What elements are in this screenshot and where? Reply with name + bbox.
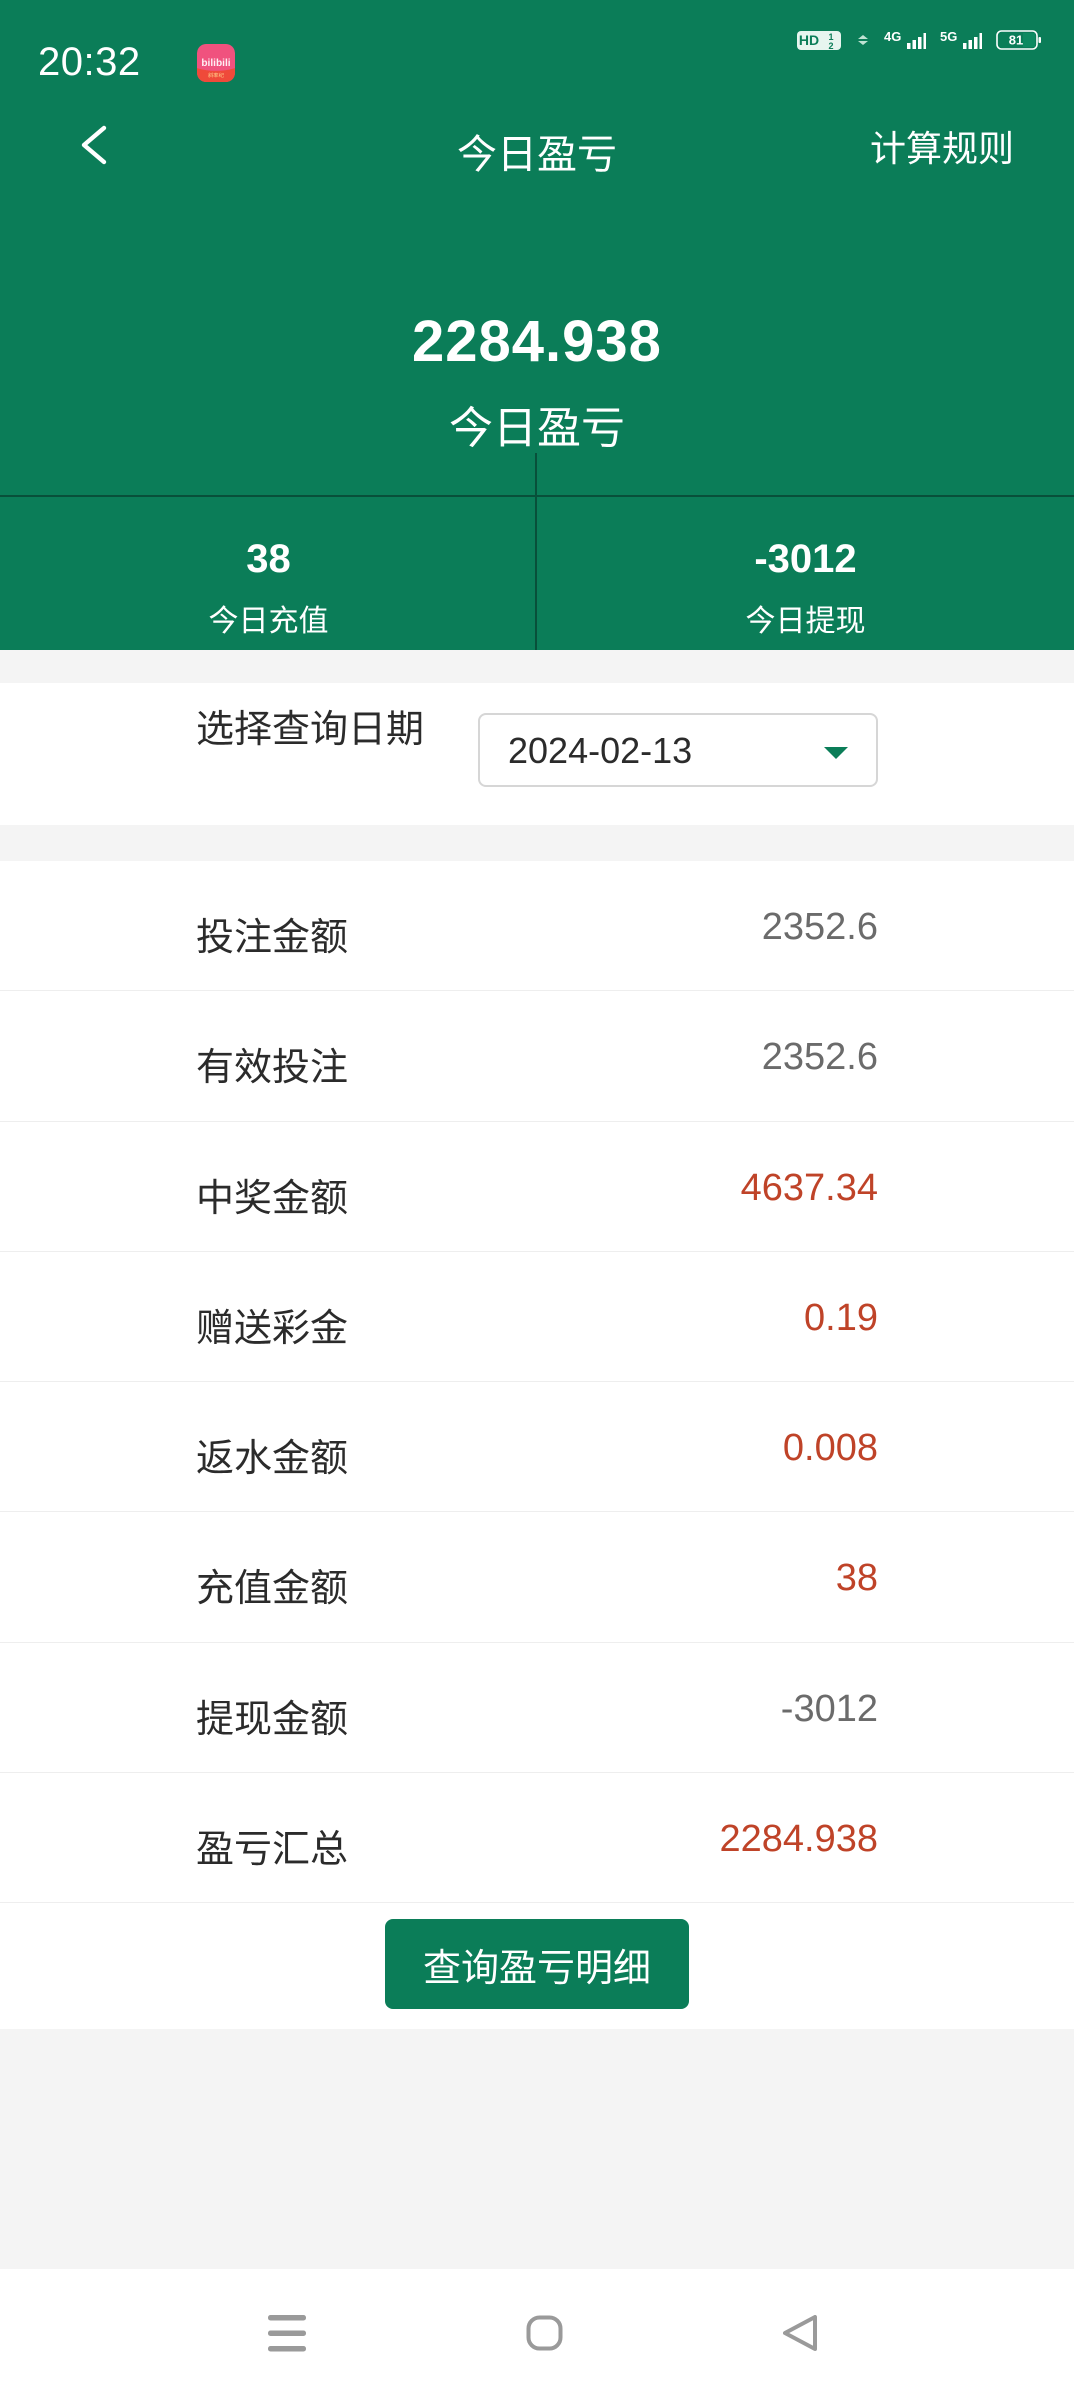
svg-text:bilibili: bilibili [201, 58, 230, 69]
svg-text:2: 2 [828, 41, 833, 51]
svg-text:HD: HD [799, 32, 819, 48]
svg-text:81: 81 [1009, 33, 1023, 48]
svg-text:4G: 4G [884, 29, 901, 44]
svg-text:5G: 5G [940, 29, 957, 44]
